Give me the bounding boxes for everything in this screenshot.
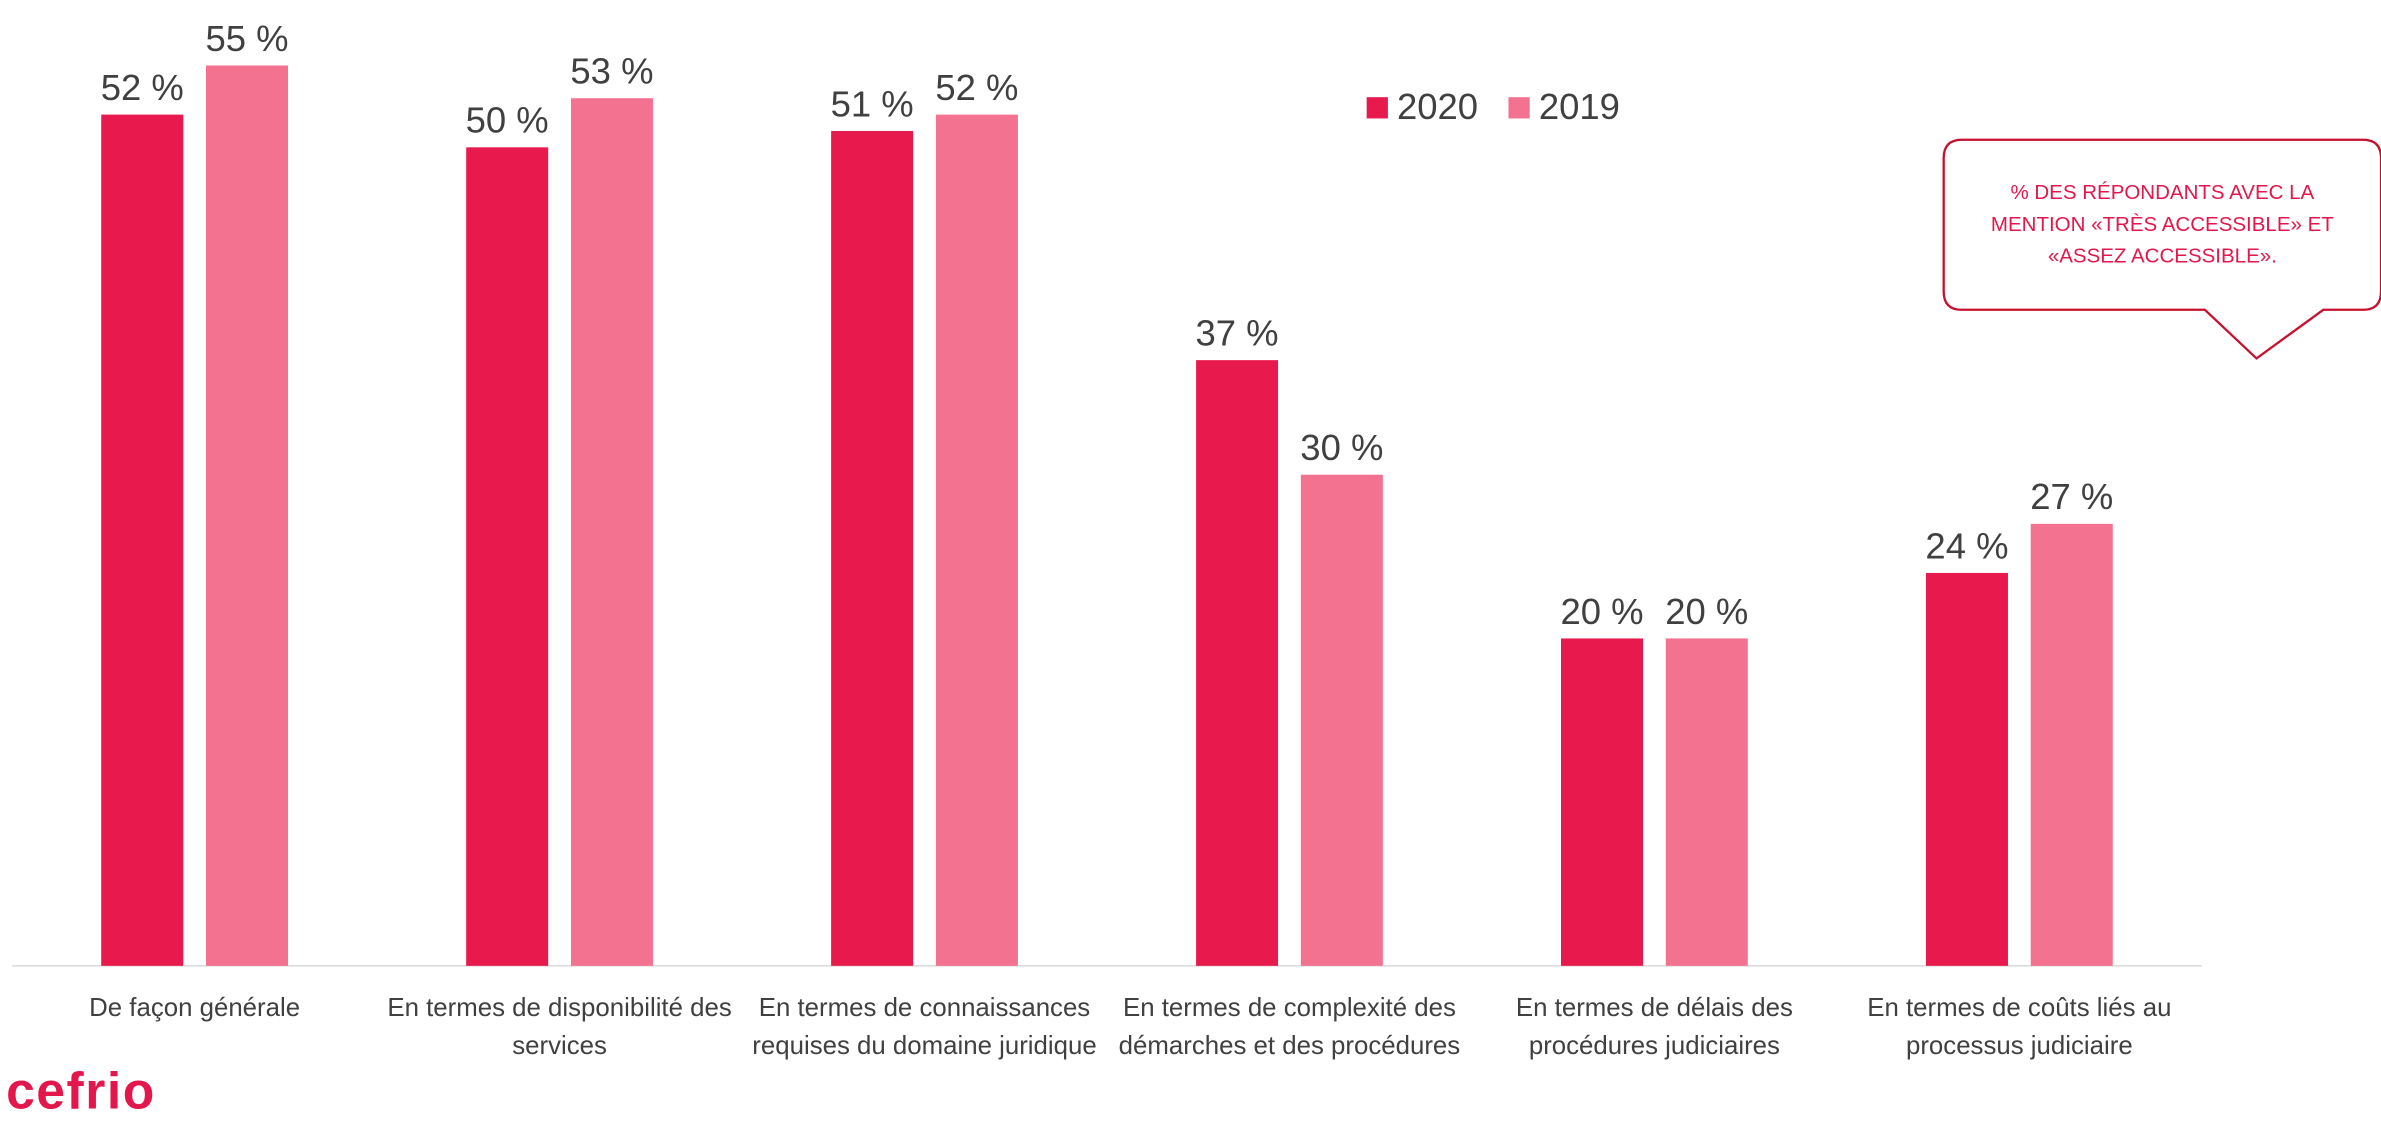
data-label: 55 % xyxy=(205,18,288,59)
bar xyxy=(466,147,549,966)
bar xyxy=(831,130,914,966)
legend-label: 2020 xyxy=(1397,86,1478,127)
x-tick-label: En termes de connaissances requises du d… xyxy=(752,993,1097,1060)
legend-swatch xyxy=(1366,97,1388,119)
annotation: % DES RÉPONDANTS AVEC LA MENTION «TRÈS A… xyxy=(1990,180,2334,268)
bar xyxy=(206,65,289,966)
bar xyxy=(1925,572,2008,966)
bar xyxy=(1561,638,1644,966)
x-tick-label: En termes de coûts liés au processus jud… xyxy=(1867,993,2172,1060)
x-tick-label: De façon générale xyxy=(89,993,301,1023)
x-tick-label: En termes de disponibilité des services xyxy=(387,993,732,1060)
x-tick-label: En termes de délais des procédures judic… xyxy=(1515,993,1793,1060)
data-label: 53 % xyxy=(570,51,653,92)
bar xyxy=(1300,474,1383,966)
bar xyxy=(935,114,1018,966)
data-label: 24 % xyxy=(1925,525,2008,566)
data-label: 52 % xyxy=(935,67,1018,108)
x-tick-label: En termes de complexité des démarches et… xyxy=(1118,993,1461,1060)
bar xyxy=(570,98,653,966)
legend-swatch xyxy=(1508,97,1530,119)
data-label: 20 % xyxy=(1560,591,1643,632)
bar xyxy=(1196,360,1279,966)
bar xyxy=(2030,523,2113,966)
data-label: 20 % xyxy=(1665,591,1748,632)
bar xyxy=(101,114,184,966)
data-label: 50 % xyxy=(466,100,549,141)
data-label: 30 % xyxy=(1300,427,1383,468)
logo: cefrio xyxy=(6,1063,156,1121)
data-label: 37 % xyxy=(1196,312,1279,353)
legend-label: 2019 xyxy=(1539,86,1620,127)
data-label: 51 % xyxy=(831,83,914,124)
data-label: 52 % xyxy=(101,67,184,108)
data-label: 27 % xyxy=(2030,476,2113,517)
callout-box xyxy=(1942,138,2381,360)
bar xyxy=(1665,638,1748,966)
